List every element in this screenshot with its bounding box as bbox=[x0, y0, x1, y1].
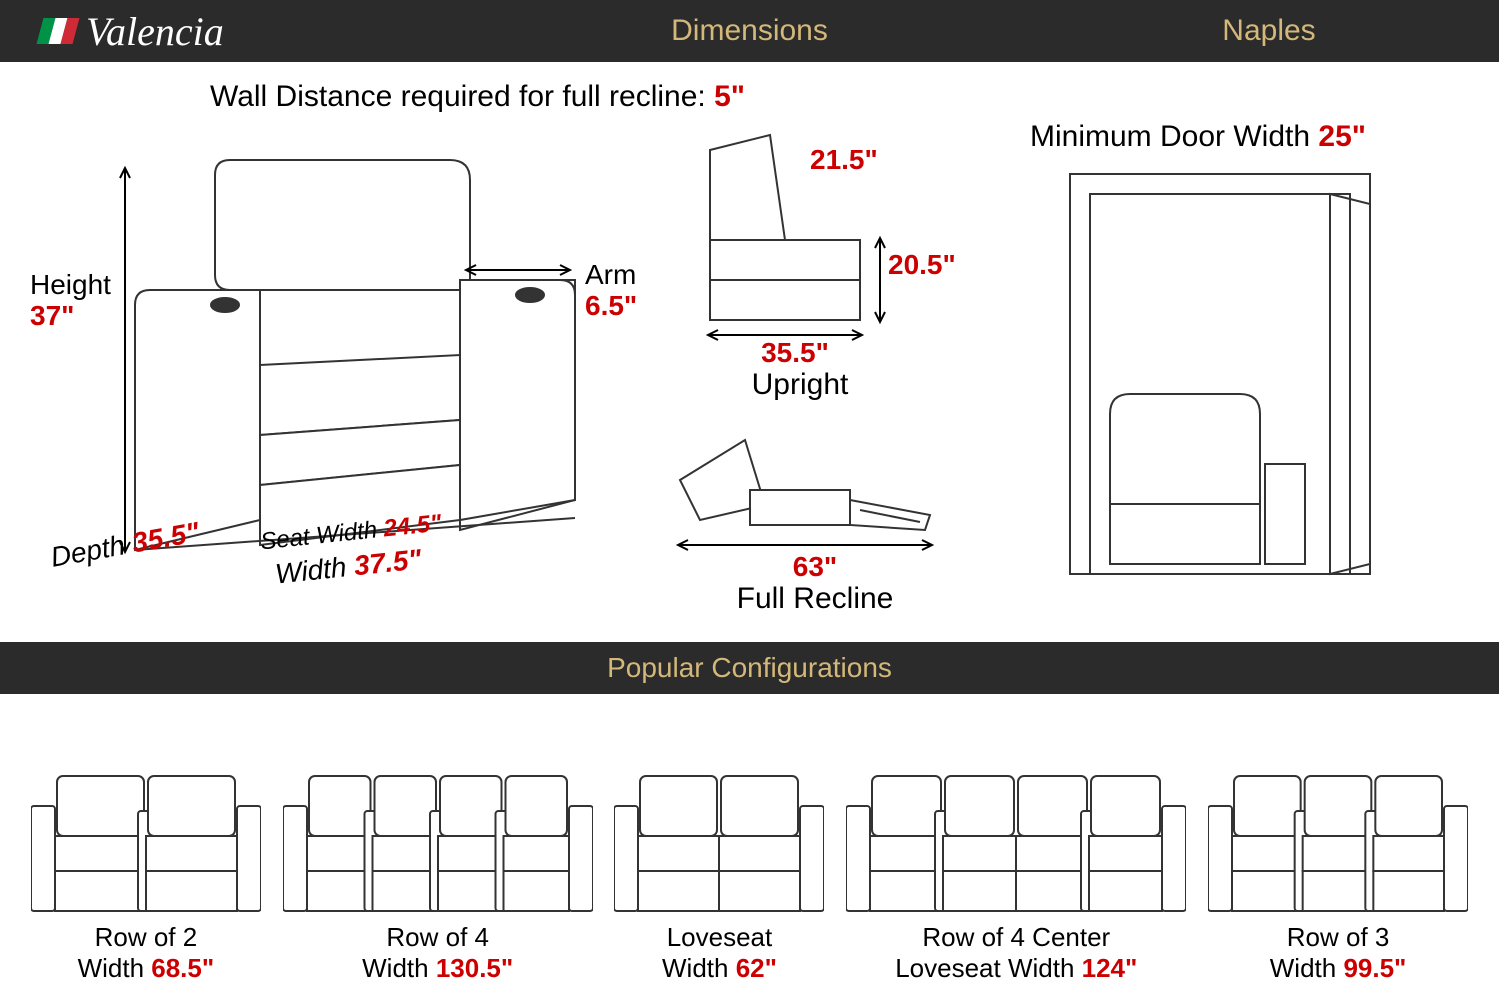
config-4: Row of 3Width 99.5" bbox=[1208, 766, 1468, 984]
italy-flag-icon bbox=[37, 18, 80, 44]
chair-front-diagram: Height37" Arm6.5" Depth 35.5" Seat Width… bbox=[30, 120, 630, 620]
config-2: LoveseatWidth 62" bbox=[614, 766, 824, 984]
upright-seat-height-dim: 20.5" bbox=[888, 250, 956, 281]
config-label-1: Row of 4Width 130.5" bbox=[362, 922, 513, 984]
config-1: Row of 4Width 130.5" bbox=[283, 766, 593, 984]
recline-label: Full Recline bbox=[690, 582, 940, 615]
header-bar: Valencia Dimensions Naples bbox=[0, 0, 1499, 62]
config-label-3: Row of 4 CenterLoveseat Width 124" bbox=[895, 922, 1137, 984]
door-width-label: Minimum Door Width 25" bbox=[1010, 120, 1469, 154]
config-label-4: Row of 3Width 99.5" bbox=[1270, 922, 1407, 984]
side-views: 21.5" 20.5" 35.5" Upright 63" Full Recli… bbox=[650, 120, 990, 620]
height-label: Height37" bbox=[30, 270, 111, 332]
wall-distance-label: Wall Distance required for full recline:… bbox=[210, 80, 1469, 114]
header-title: Dimensions bbox=[420, 14, 1079, 48]
header-model: Naples bbox=[1079, 14, 1459, 48]
door-diagram: Minimum Door Width 25" bbox=[1010, 120, 1469, 620]
upright-label: Upright bbox=[700, 368, 900, 401]
upright-depth-dim: 35.5" bbox=[720, 338, 870, 369]
config-label-2: LoveseatWidth 62" bbox=[662, 922, 777, 984]
configs-header: Popular Configurations bbox=[0, 642, 1499, 694]
recline-length-dim: 63" bbox=[740, 552, 890, 583]
brand: Valencia bbox=[40, 8, 420, 55]
brand-name: Valencia bbox=[86, 8, 224, 55]
config-3: Row of 4 CenterLoveseat Width 124" bbox=[846, 766, 1186, 984]
configs-row: Row of 2Width 68.5" Row of 4Width 130.5" L… bbox=[0, 694, 1499, 994]
config-0: Row of 2Width 68.5" bbox=[31, 766, 261, 984]
main-diagram-area: Wall Distance required for full recline:… bbox=[0, 62, 1499, 642]
config-label-0: Row of 2Width 68.5" bbox=[78, 922, 215, 984]
arm-label: Arm6.5" bbox=[585, 260, 637, 322]
upright-back-dim: 21.5" bbox=[810, 145, 878, 176]
